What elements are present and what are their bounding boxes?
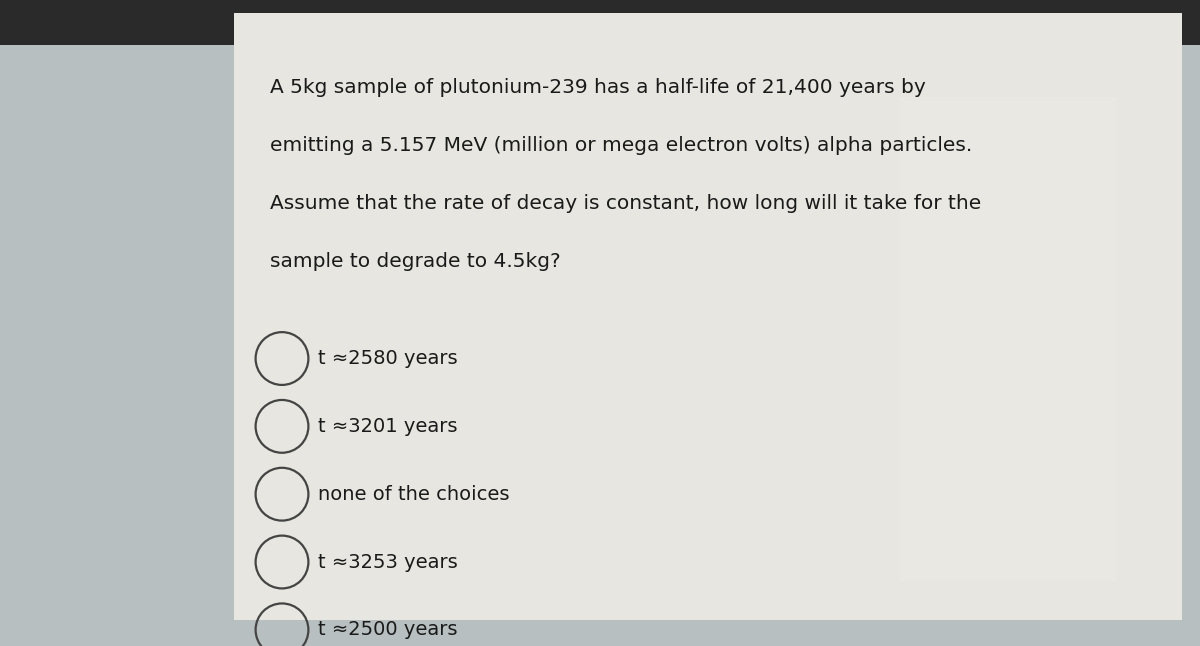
Text: Assume that the rate of decay is constant, how long will it take for the: Assume that the rate of decay is constan… [270, 194, 982, 213]
Text: sample to degrade to 4.5kg?: sample to degrade to 4.5kg? [270, 252, 560, 271]
Text: t ≈3253 years: t ≈3253 years [318, 552, 457, 572]
Text: none of the choices: none of the choices [318, 484, 510, 504]
Text: A 5kg sample of plutonium-239 has a half-life of 21,400 years by: A 5kg sample of plutonium-239 has a half… [270, 78, 925, 96]
Text: t ≈2500 years: t ≈2500 years [318, 620, 457, 640]
Text: emitting a 5.157 MeV (million or mega electron volts) alpha particles.: emitting a 5.157 MeV (million or mega el… [270, 136, 972, 154]
Text: t ≈3201 years: t ≈3201 years [318, 417, 457, 436]
Text: t ≈2580 years: t ≈2580 years [318, 349, 457, 368]
